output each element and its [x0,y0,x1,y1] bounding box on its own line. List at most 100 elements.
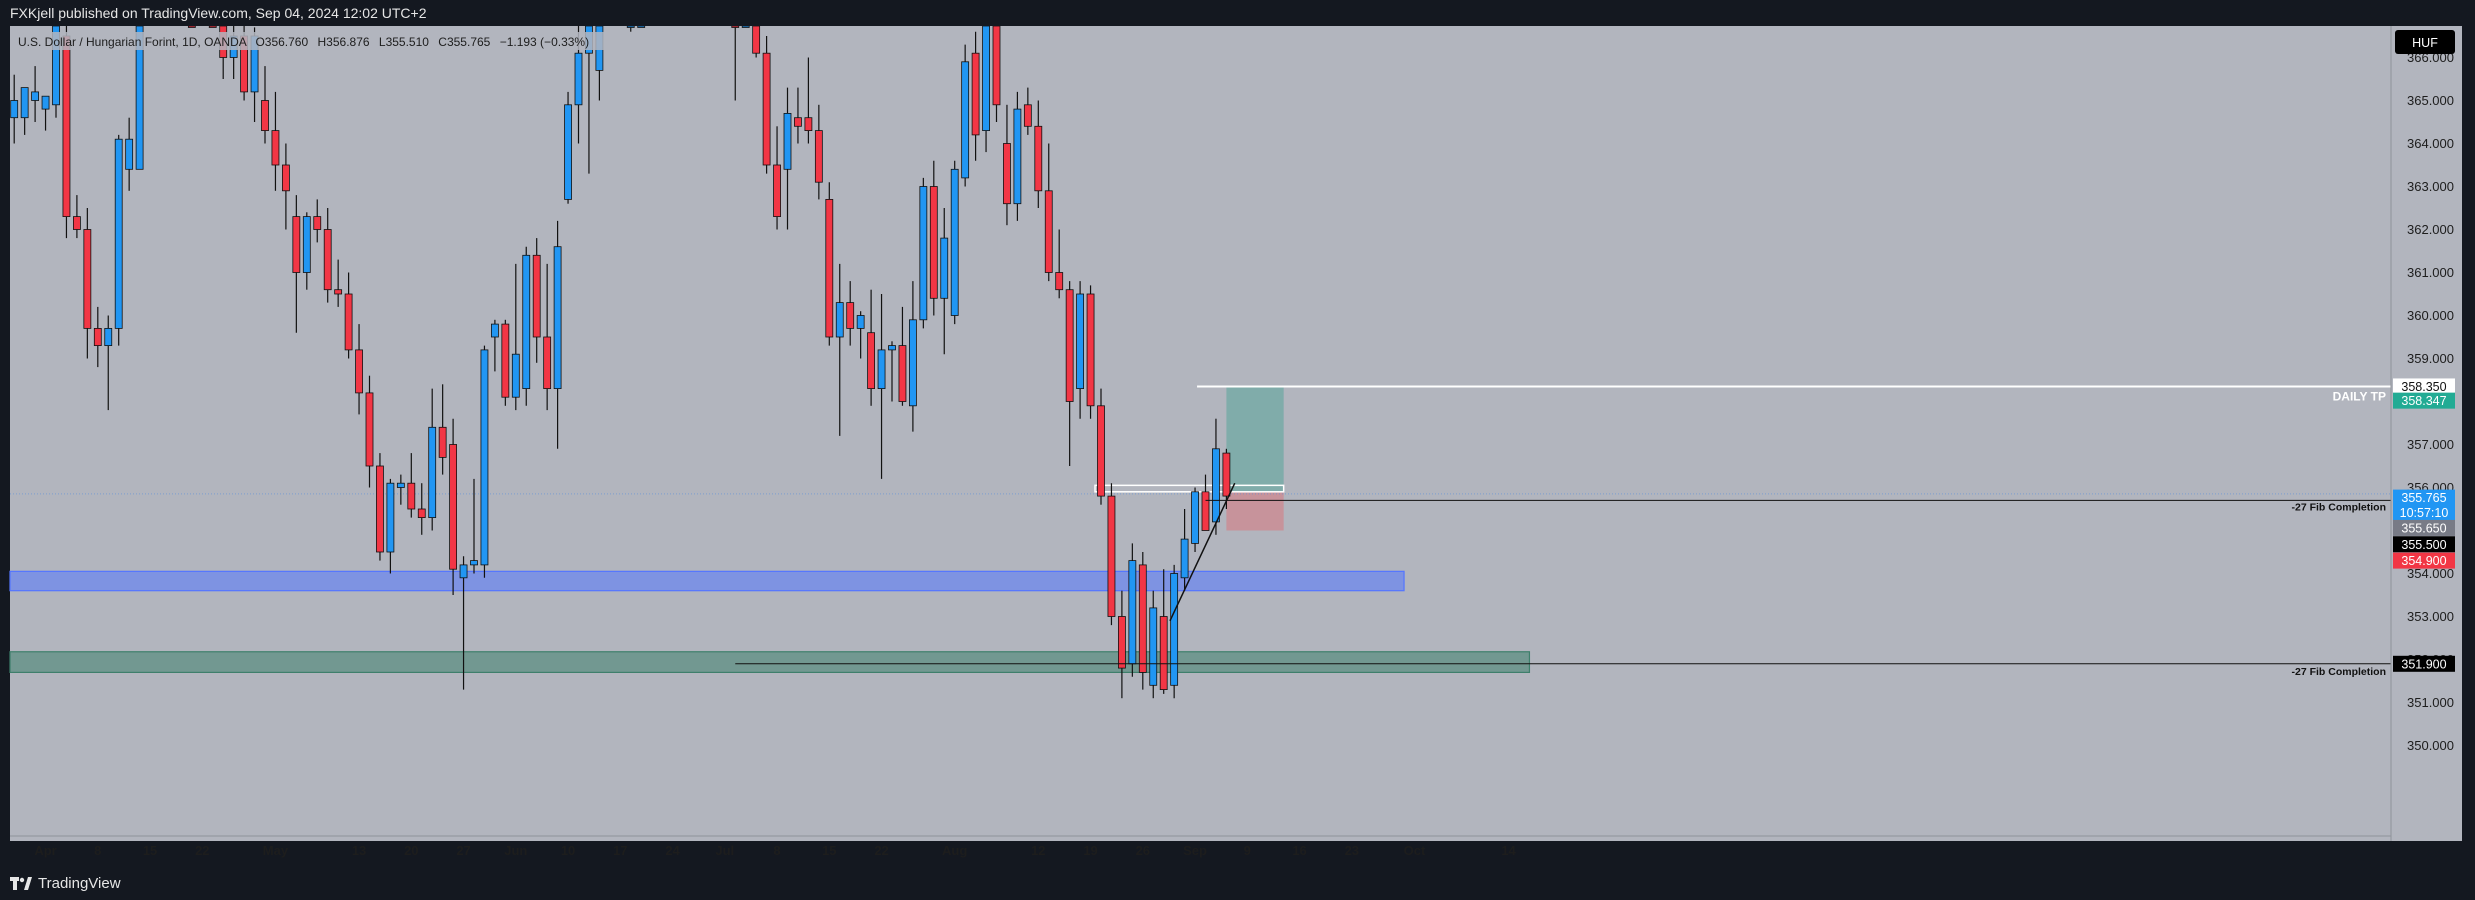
legend-close: C355.765 [438,35,490,49]
candle-body [929,186,938,299]
y-tick-label: 359.000 [2407,351,2454,366]
daily-tp-label: DAILY TP [2333,389,2386,403]
candle-body [93,327,102,346]
trendline [1169,482,1236,622]
candle [867,289,875,406]
candle-body [1180,538,1189,579]
candle [396,474,405,505]
candle [1044,143,1053,282]
candle [553,220,562,449]
candle [1034,100,1043,208]
price-tag: 355.500 [2393,536,2455,553]
candle-body [971,52,980,136]
stop-zone [1226,491,1284,531]
candle-body [501,323,510,398]
candle-body [940,237,949,299]
candle-body [1149,607,1158,686]
candle [104,315,113,411]
candle [888,341,896,402]
candle [856,311,865,359]
price-tag: 351.900 [2393,655,2455,672]
candle-body [323,229,332,291]
candle-body [783,113,792,170]
candle-body [835,302,844,338]
candle [1003,104,1011,226]
candle-body [376,465,384,553]
fib-label-upper: -27 Fib Completion [2292,501,2387,513]
candle-body [825,198,834,338]
candle [323,208,332,303]
x-tick-label: 8 [773,843,780,858]
target-zone [1226,386,1284,492]
candle-body [417,508,426,518]
candle [1086,285,1095,419]
candle [73,195,81,239]
footer-brand: TradingView [38,875,121,892]
candle [741,26,750,28]
x-tick-label: Jun [504,843,527,858]
candle-body [1023,104,1032,127]
candle [490,319,499,372]
candle-body [1118,616,1126,669]
candle [344,272,353,359]
candle [31,66,40,122]
price-tag: 10:57:10 [2393,504,2455,521]
candle-body [794,117,802,127]
candle [1222,448,1231,509]
fib-label-lower: -27 Fib Completion [2292,666,2387,678]
candle-body [365,392,374,467]
candle-body [762,52,771,166]
candle-body [1055,272,1064,291]
candle [386,478,395,574]
candle-body [480,349,489,566]
y-tick-label: 365.000 [2407,93,2454,108]
candle-body [773,164,781,217]
candle-body [804,117,813,131]
candle [449,418,458,595]
candle [898,306,907,406]
candle-body [490,323,499,338]
candle-body [1107,495,1116,617]
x-tick-label: 23 [1345,843,1359,858]
candle-body [114,138,123,329]
price-tag-text: 355.500 [2401,538,2446,552]
currency-button[interactable]: HUF [2395,30,2455,54]
candle-body [470,560,478,566]
candle [114,134,123,346]
y-tick-label: 357.000 [2407,437,2454,452]
x-axis-ticks: Apr 8 15 22 May 13 20 27 Jun 10 17 24 Jul 8 15 22 Aug 12 1… [34,843,1516,858]
candle [804,57,813,144]
candle [909,281,917,432]
candle [1170,564,1179,699]
candle [971,31,980,161]
candle-body [125,138,134,170]
candle [281,143,290,230]
footer-bar: TradingView [0,868,2475,900]
candle [825,182,834,346]
candle-body [459,564,468,579]
candle-body [741,26,750,28]
candle-body [1128,560,1137,665]
candle [1055,229,1064,299]
candle-body [292,216,301,273]
candle [543,263,552,411]
price-tag-bg [2393,378,2455,395]
candle-body [543,336,552,389]
tradingview-logo-icon [10,877,32,890]
candle-body [961,61,970,179]
position-layer [10,386,2391,531]
candle-body [564,104,572,200]
candle-body [877,349,886,389]
x-tick-label: Aug [942,843,967,858]
price-chart[interactable]: DAILY TP -27 Fib Completion -27 Fib Comple… [0,26,2475,868]
candle-body [334,289,343,295]
candle [919,177,928,329]
x-tick-label: 17 [613,843,627,858]
candle-body [846,302,855,329]
candle [950,160,959,325]
x-tick-label: 16 [1292,843,1306,858]
candle-body [1034,125,1043,192]
chart-legend: U.S. Dollar / Hungarian Forint, 1D, OAND… [14,32,604,50]
candle-body [281,164,290,192]
candle-body [135,26,144,170]
